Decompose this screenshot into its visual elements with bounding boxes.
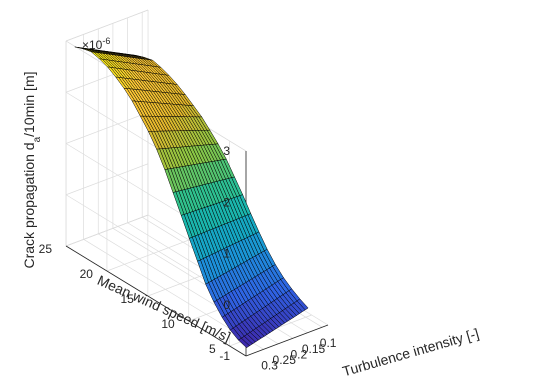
z-tick-label: 0 [223,298,230,312]
x-axis-label: Turbulence intensity [-] [341,325,481,379]
z-tick-label: 2 [223,195,230,209]
y-tick-label: 5 [209,342,216,356]
y-tick-label: 15 [120,292,134,306]
y-tick-label: 20 [80,267,94,281]
x-tick-label: 0.25 [273,353,297,367]
axis-line-1 [65,245,247,357]
box-edge-7 [65,9,149,42]
z-tick-label: 3 [223,144,230,158]
box-edge-4 [65,214,149,247]
y-tick-label: 10 [161,317,175,331]
z-axis-label-rest: /10min [m] [21,72,37,137]
surface-plot [74,46,309,348]
z-axis-label-main: Crack propagation d [21,142,37,268]
y-tick-label: 25 [39,242,53,256]
z-tick-label: -1 [219,349,230,363]
x-tick-label: 0.1 [320,336,337,350]
x-tick-label: 0.3 [261,358,278,372]
x-tick-label: 0.15 [302,342,326,356]
axis-line-0 [245,324,329,357]
z-axis-label-sub: a [32,136,43,142]
tick-labels: -1 0 1 2 3 5 10 15 20 25 0.10.150.20.250.3 [39,144,337,372]
z-axis-label: Crack propagation da/10min [m] [21,72,43,269]
x-tick-label: 0.2 [291,347,308,361]
z-tick-label: 1 [223,247,230,261]
surface-cell [238,337,250,348]
z-axis-exponent-power: -6 [102,36,110,46]
z-axis-exponent: ×10-6 [82,36,110,52]
z-axis-exponent-base: ×10 [82,38,103,52]
